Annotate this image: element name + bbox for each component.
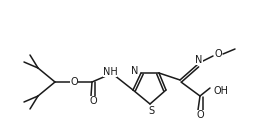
Text: N: N (195, 55, 203, 65)
Text: N: N (131, 66, 139, 76)
Text: O: O (89, 96, 97, 106)
Text: O: O (214, 49, 222, 59)
Text: O: O (196, 110, 204, 120)
Text: S: S (148, 106, 154, 116)
Text: NH: NH (103, 67, 117, 77)
Text: O: O (70, 77, 78, 87)
Text: OH: OH (213, 86, 228, 96)
